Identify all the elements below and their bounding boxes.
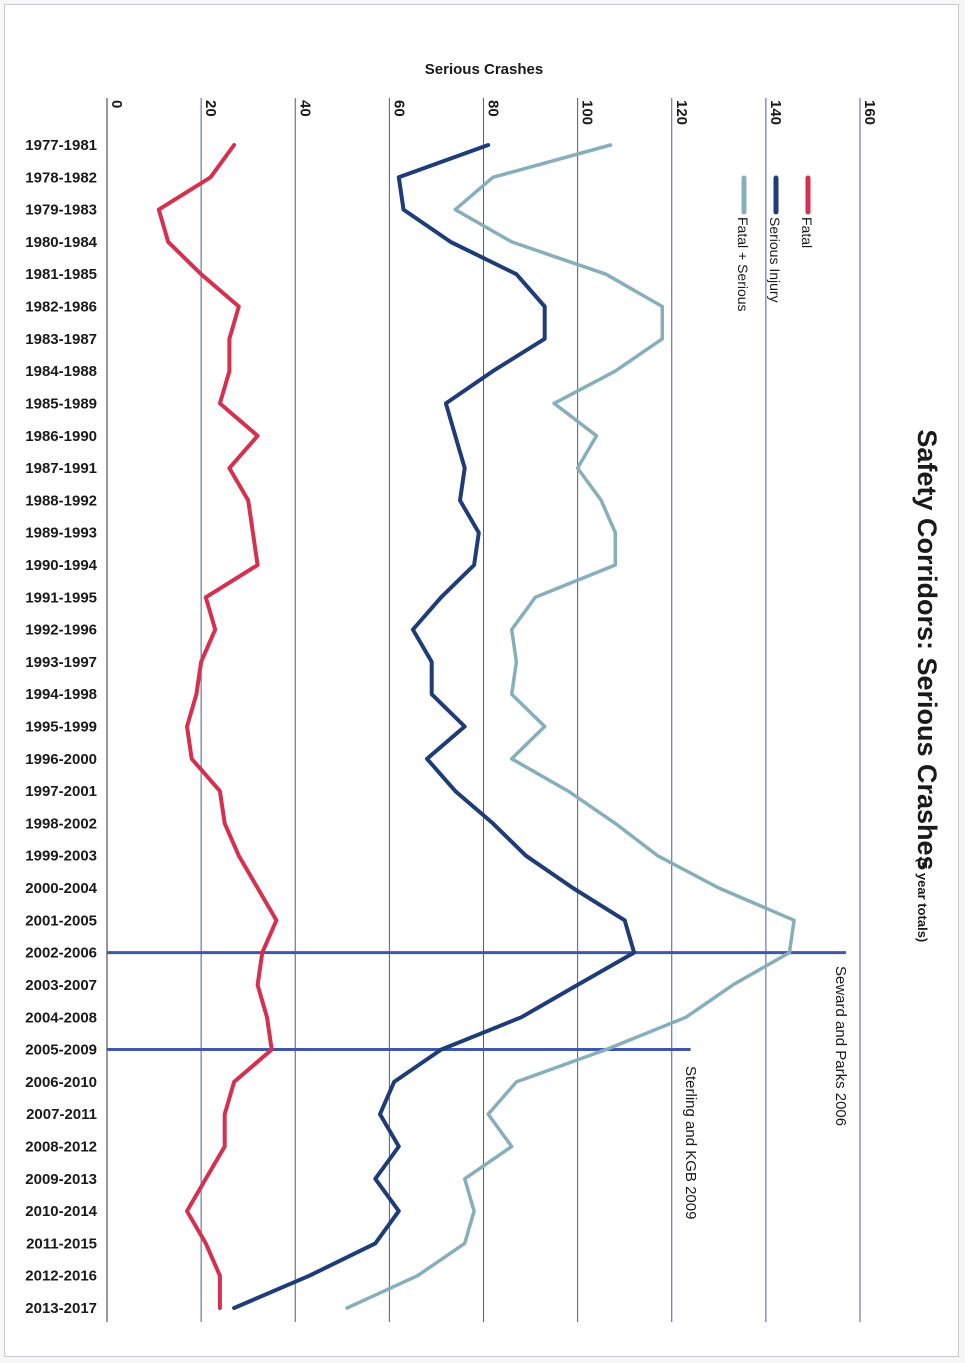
x-tick-label: 1995-1999 xyxy=(25,719,97,736)
y-tick-label: 40 xyxy=(296,100,313,117)
x-tick-label: 2007-2011 xyxy=(26,1106,97,1123)
y-axis-title: Serious Crashes xyxy=(425,61,543,78)
y-tick-label: 80 xyxy=(485,100,502,117)
x-tick-label: 1980-1984 xyxy=(25,234,97,251)
y-tick-label: 20 xyxy=(202,100,219,117)
x-tick-label: 2008-2012 xyxy=(25,1138,97,1155)
x-tick-label: 2011-2015 xyxy=(26,1235,97,1252)
x-tick-label: 2001-2005 xyxy=(25,912,97,929)
legend-entry: Fatal + Serious xyxy=(735,217,751,312)
x-tick-label: 1979-1983 xyxy=(25,202,97,219)
x-tick-label: 1978-1982 xyxy=(25,169,97,186)
x-tick-label: 1983-1987 xyxy=(25,331,97,348)
x-tick-label: 2010-2014 xyxy=(25,1203,97,1220)
plot-area: 0 20 40 60 80 100 120 140 160 1977-1981 1978-1982 1… xyxy=(25,98,878,1322)
x-tick-label: 1991-1995 xyxy=(25,589,97,606)
x-tick-label: 1977-1981 xyxy=(25,137,97,154)
series-line-fatal-serious xyxy=(345,143,796,1310)
x-tick-label: 1993-1997 xyxy=(25,654,97,671)
legend-entry: Serious Injury xyxy=(767,217,783,303)
annotation-label: Sterling and KGB 2009 xyxy=(682,1066,699,1219)
y-tick-label: 0 xyxy=(108,100,125,108)
x-tick-label: 1982-1986 xyxy=(25,299,97,316)
y-tick-label: 140 xyxy=(767,100,784,125)
x-tick-label: 2004-2008 xyxy=(25,1009,97,1026)
legend-entry: Fatal xyxy=(799,217,815,248)
annotation-label: Seward and Parks 2006 xyxy=(832,966,849,1126)
x-tick-label: 1994-1998 xyxy=(25,686,97,703)
x-tick-label: 1985-1989 xyxy=(25,395,97,412)
x-tick-label: 2002-2006 xyxy=(25,945,97,962)
x-tick-label: 1986-1990 xyxy=(25,428,97,445)
x-tick-label: 1997-2001 xyxy=(25,783,97,800)
y-tick-label: 160 xyxy=(861,100,878,125)
x-tick-label: 2003-2007 xyxy=(25,977,97,994)
y-tick-label: 100 xyxy=(579,100,596,125)
chart-title: Safety Corridors: Serious Crashes xyxy=(912,429,942,870)
series-line-serious-injury xyxy=(232,143,637,1310)
chart-subtitle: (5 year totals) xyxy=(915,858,930,943)
y-tick-label: 60 xyxy=(390,100,407,117)
x-tick-label: 1990-1994 xyxy=(25,557,97,574)
x-tick-label: 1996-2000 xyxy=(25,751,97,768)
x-tick-label: 1988-1992 xyxy=(25,492,97,509)
x-tick-label: 2006-2010 xyxy=(25,1074,97,1091)
y-tick-label: 120 xyxy=(673,100,690,125)
x-tick-label: 1999-2003 xyxy=(25,848,97,865)
series-line-fatal xyxy=(156,143,279,1310)
x-tick-label: 2005-2009 xyxy=(25,1042,97,1059)
x-tick-label: 2000-2004 xyxy=(25,880,97,897)
x-tick-label: 1992-1996 xyxy=(25,622,97,639)
x-tick-label: 1984-1988 xyxy=(25,363,97,380)
x-tick-label: 1998-2002 xyxy=(25,815,97,832)
x-tick-label: 2012-2016 xyxy=(25,1268,97,1285)
x-tick-label: 1981-1985 xyxy=(25,266,97,283)
x-tick-label: 1987-1991 xyxy=(25,460,97,477)
x-tick-label: 2013-2017 xyxy=(25,1300,97,1317)
x-tick-label: 2009-2013 xyxy=(25,1171,97,1188)
x-tick-label: 1989-1993 xyxy=(25,525,97,542)
